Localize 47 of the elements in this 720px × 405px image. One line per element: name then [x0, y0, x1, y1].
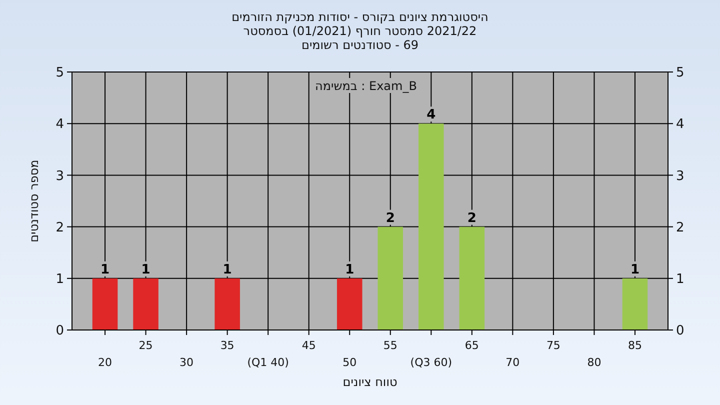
- data-label: 2: [386, 210, 395, 226]
- data-label: 1: [345, 262, 354, 278]
- x-tick-label: (Q3 60): [410, 356, 452, 369]
- y-tick-label: 3: [56, 168, 64, 184]
- data-label: 1: [100, 262, 110, 278]
- y2-tick-label: 0: [676, 324, 684, 339]
- y-tick-label: 5: [56, 66, 64, 81]
- chart-subtitle: 2021/22 סמסטר חורף (01/2021) בסמסטר 69 - סטודנטים רשומים: [243, 24, 477, 52]
- y-tick-label: 0: [56, 324, 64, 339]
- y2-tick-label: 2: [676, 220, 684, 236]
- y2-tick-label: 4: [676, 117, 684, 132]
- x-tick-label: (Q1 40): [247, 356, 289, 369]
- y-tick-label: 2: [56, 220, 64, 236]
- x-tick-label: 70: [506, 356, 520, 369]
- data-label: 2: [467, 210, 476, 226]
- chart-title: היסטוגרמת ציונים בקורס - יסודות מכניקת הזורמים: [232, 10, 488, 24]
- bar: [92, 278, 118, 330]
- x-tick-label: 65: [464, 339, 479, 352]
- data-label: 1: [141, 262, 150, 278]
- y2-tick-label: 5: [676, 66, 684, 81]
- data-label: 1: [630, 262, 640, 278]
- x-tick-label: 75: [546, 339, 560, 352]
- y-tick-label: 4: [56, 117, 64, 132]
- x-axis-title: טווח ציונים: [342, 375, 398, 389]
- x-tick-label: 30: [180, 356, 194, 369]
- bar: [336, 278, 362, 330]
- data-label: 1: [222, 262, 232, 278]
- annotation: Exam_B : במשימה: [315, 79, 417, 93]
- bar: [459, 226, 485, 330]
- x-tick-label: 85: [628, 339, 642, 352]
- bar: [418, 124, 444, 330]
- x-tick-label: 55: [383, 339, 398, 352]
- bar: [378, 226, 404, 330]
- bar: [214, 278, 240, 330]
- x-tick-label: 80: [587, 356, 602, 369]
- y2-tick-label: 3: [676, 168, 684, 184]
- x-tick-label: 35: [220, 339, 234, 352]
- x-tick-label: 25: [138, 339, 153, 352]
- x-tick-label: 50: [342, 356, 357, 369]
- bar: [133, 278, 158, 330]
- y-tick-label: 1: [56, 272, 64, 287]
- y-axis-title: מספר סטודנטים: [27, 160, 41, 242]
- x-tick-label: 20: [98, 356, 112, 369]
- data-label: 4: [426, 108, 436, 123]
- y2-tick-label: 1: [676, 272, 684, 287]
- x-tick-label: 45: [302, 339, 316, 352]
- bar: [622, 278, 648, 330]
